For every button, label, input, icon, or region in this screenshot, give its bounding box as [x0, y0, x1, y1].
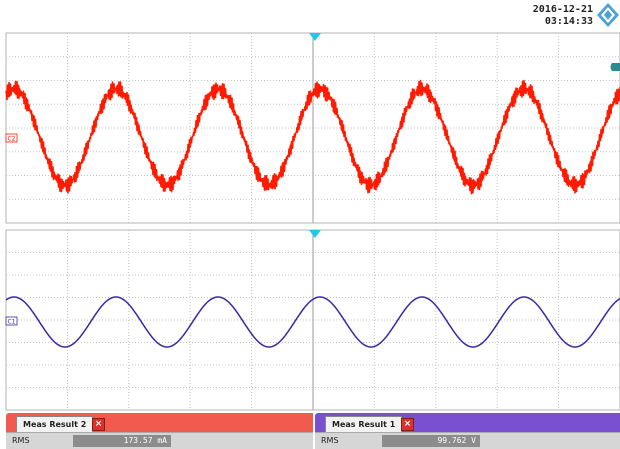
measurement-value: 173.57 mA — [73, 435, 171, 447]
measurement-type-label: RMS — [12, 436, 30, 445]
meas-result-1-panel: Meas Result 1 × RMS 99.762 V — [315, 413, 620, 449]
measurement-type-label: RMS — [321, 436, 339, 445]
meas-result-2-panel: Meas Result 2 × RMS 173.57 mA — [6, 413, 313, 449]
trigger-position-icon[interactable] — [309, 230, 321, 238]
current-waveform — [5, 79, 620, 195]
svg-text:C2: C2 — [7, 136, 15, 143]
scope-display: C2 C1 — [5, 32, 620, 411]
voltage-waveform — [5, 296, 620, 348]
meas-result-2-tab[interactable]: Meas Result 2 — [16, 416, 94, 432]
measurement-value: 99.762 V — [382, 435, 480, 447]
grid-lower — [6, 230, 620, 410]
meas-result-1-row: RMS 99.762 V — [315, 432, 620, 449]
timestamp: 2016-12-21 03:14:33 — [533, 4, 593, 28]
meas-result-1-header: Meas Result 1 × — [315, 413, 620, 432]
close-icon[interactable]: × — [92, 418, 105, 431]
channel-marker-c1[interactable]: C1 — [5, 316, 18, 326]
close-icon[interactable]: × — [401, 418, 414, 431]
rohde-schwarz-logo-icon — [597, 3, 619, 27]
trigger-level-icon[interactable] — [610, 63, 620, 71]
meas-result-2-row: RMS 173.57 mA — [6, 432, 313, 449]
trigger-position-icon[interactable] — [309, 33, 321, 41]
grid-upper — [6, 33, 620, 223]
svg-text:C1: C1 — [7, 319, 15, 326]
meas-result-1-tab[interactable]: Meas Result 1 — [325, 416, 403, 432]
channel-marker-c2[interactable]: C2 — [5, 133, 18, 143]
meas-result-2-header: Meas Result 2 × — [6, 413, 313, 432]
time-label: 03:14:33 — [544, 16, 593, 27]
date-label: 2016-12-21 — [532, 4, 593, 15]
